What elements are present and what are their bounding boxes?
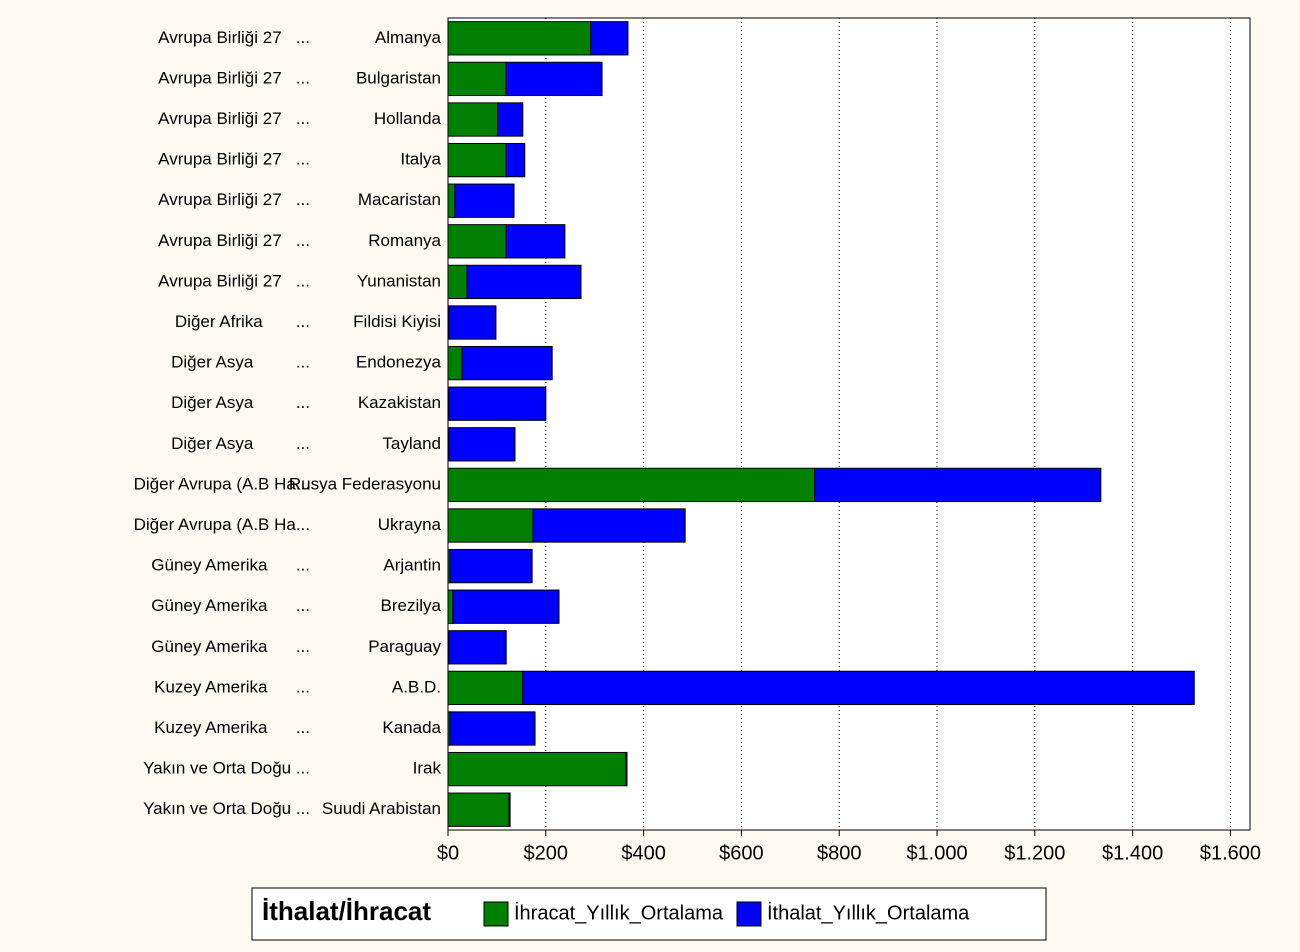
bar-segment <box>448 427 516 462</box>
y-tick-label: Kazakistan <box>358 393 441 412</box>
legend-swatch <box>736 901 762 927</box>
region-label: Diğer Asya ... <box>171 393 310 412</box>
legend-title: İthalat/İhracat <box>262 896 431 926</box>
y-tick-label: Tayland <box>382 434 441 453</box>
bar-segment <box>814 467 1102 503</box>
bar-segment <box>447 142 507 178</box>
bar-segment <box>448 386 547 421</box>
x-tick-label: $800 <box>817 842 862 864</box>
bar-segment <box>447 183 456 218</box>
y-tick-label: Irak <box>413 759 442 778</box>
bar-segment <box>447 345 463 381</box>
x-tick-label: $400 <box>621 842 666 864</box>
bar-segment <box>448 630 507 665</box>
x-tick-label: $1.600 <box>1200 842 1261 864</box>
region-label: Avrupa Birliği 27 ... <box>158 271 310 290</box>
region-label: Avrupa Birliği 27 ... <box>158 231 310 250</box>
x-tick-label: $200 <box>524 842 569 864</box>
bar-segment <box>454 183 515 218</box>
bar-segment <box>448 305 497 340</box>
x-tick-label: $0 <box>437 842 459 864</box>
y-tick-label: Brezilya <box>381 596 442 615</box>
bar-segment <box>447 224 507 259</box>
y-tick-label: Suudi Arabistan <box>322 799 441 818</box>
bar-segment <box>508 792 511 827</box>
bar-segment <box>532 508 686 543</box>
region-label: Avrupa Birliği 27 ... <box>158 28 310 47</box>
legend-box <box>251 887 1047 941</box>
x-tick-label: $1.200 <box>1004 842 1065 864</box>
bar-segment <box>447 61 507 97</box>
region-label: Diğer Asya ... <box>171 434 310 453</box>
bar-segment <box>447 589 454 624</box>
x-tick-label: $1.000 <box>906 842 967 864</box>
y-tick-label: Macaristan <box>358 190 441 209</box>
bar-segment <box>505 224 566 259</box>
region-label: Diğer Asya ... <box>171 353 310 372</box>
y-tick-label: Kanada <box>382 718 441 737</box>
x-tick-label: $600 <box>719 842 764 864</box>
region-label: Diğer Avrupa (A.B Ha... <box>134 474 310 493</box>
region-label: Güney Amerika ... <box>151 596 310 615</box>
y-tick-label: Italya <box>400 150 441 169</box>
bar-segment <box>449 711 536 746</box>
bar-segment <box>447 670 524 706</box>
legend-label: İthalat_Yıllık_Ortalama <box>767 901 970 924</box>
region-label: Avrupa Birliği 27 ... <box>158 150 310 169</box>
region-label: Yakın ve Orta Doğu ... <box>143 759 310 778</box>
legend-label: İhracat_Yıllık_Ortalama <box>514 901 724 924</box>
y-tick-label: Paraguay <box>368 637 441 656</box>
y-tick-label: Almanya <box>375 28 442 47</box>
bar-segment <box>447 264 468 300</box>
region-label: Avrupa Birliği 27 ... <box>158 109 310 128</box>
y-tick-label: Romanya <box>368 231 441 250</box>
bar-segment <box>522 670 1195 706</box>
bar-segment <box>447 467 816 503</box>
region-label: Kuzey Amerika ... <box>154 718 310 737</box>
bar-segment <box>625 751 628 787</box>
y-tick-label: Hollanda <box>374 109 442 128</box>
region-label: Diğer Afrika ... <box>175 312 310 331</box>
y-tick-label: Yunanistan <box>357 271 441 290</box>
y-tick-label: A.B.D. <box>392 677 441 696</box>
bar-segment <box>449 548 533 584</box>
x-tick-label: $1.400 <box>1102 842 1163 864</box>
y-tick-label: Endonezya <box>356 353 442 372</box>
region-label: Diğer Avrupa (A.B Ha... <box>134 515 310 534</box>
region-label: Kuzey Amerika ... <box>154 677 310 696</box>
bar-segment <box>447 102 499 137</box>
bar-segment <box>505 61 603 97</box>
bar-segment <box>452 589 560 624</box>
bar-segment <box>447 508 534 543</box>
bar-segment <box>590 21 629 56</box>
region-label: Avrupa Birliği 27 ... <box>158 68 310 87</box>
bar-segment <box>497 102 524 137</box>
y-tick-label: Rusya Federasyonu <box>289 474 441 493</box>
region-label: Yakın ve Orta Doğu ... <box>143 799 310 818</box>
bar-segment <box>447 792 510 827</box>
region-label: Avrupa Birliği 27 ... <box>158 190 310 209</box>
y-tick-label: Arjantin <box>383 556 441 575</box>
region-label: Güney Amerika ... <box>151 556 310 575</box>
y-tick-label: Bulgaristan <box>356 68 441 87</box>
bar-segment <box>505 142 526 178</box>
region-label: Güney Amerika ... <box>151 637 310 656</box>
bar-segment <box>447 21 592 56</box>
bar-segment <box>466 264 582 300</box>
y-tick-label: Ukrayna <box>378 515 442 534</box>
bar-segment <box>447 751 627 787</box>
bar-segment <box>461 345 553 381</box>
plot-area <box>447 17 1251 831</box>
y-tick-label: Fildisi Kiyisi <box>353 312 441 331</box>
legend-swatch <box>483 901 509 927</box>
